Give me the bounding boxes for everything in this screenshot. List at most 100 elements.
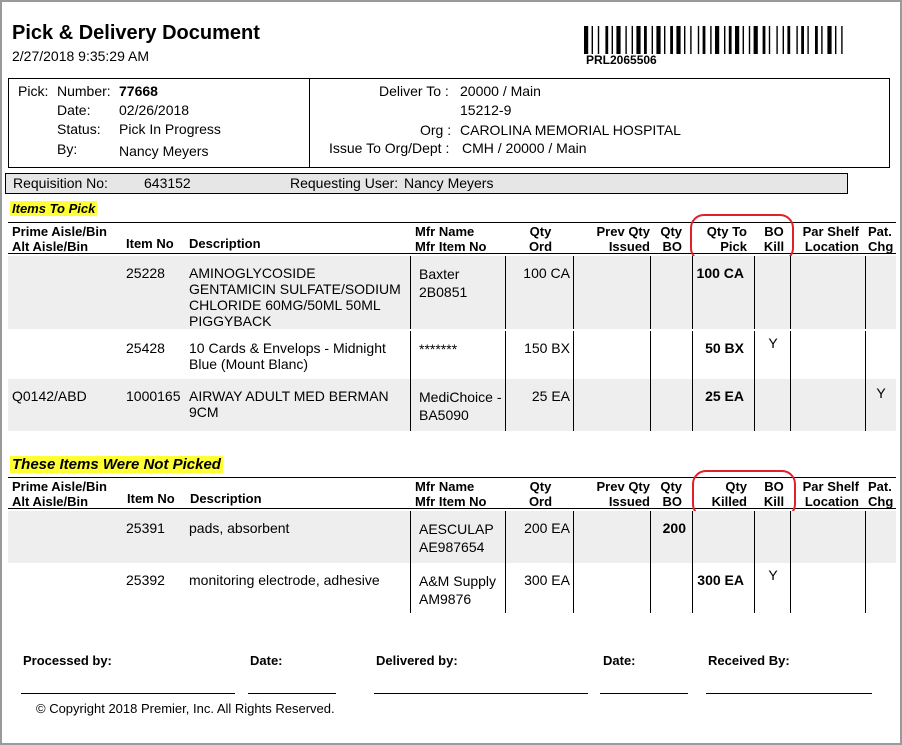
- col-description-header: Description: [189, 236, 261, 251]
- cell-qty-ord: 100 CA: [523, 265, 570, 281]
- barcode-bar: [782, 26, 784, 54]
- cell-qty: 25 EA: [705, 388, 744, 404]
- col-pat-chg-header: Pat. Chg: [868, 224, 894, 254]
- not-picked-title: These Items Were Not Picked: [10, 456, 223, 473]
- qty-to-pick-highlight-circle: [690, 214, 794, 262]
- table-row: [8, 511, 896, 563]
- cell-mfr: *******: [419, 340, 507, 358]
- processed-by-label: Processed by:: [23, 653, 112, 668]
- barcode-bar: [651, 26, 653, 54]
- cell-line: GENTAMICIN SULFATE/SODIUM: [189, 281, 401, 297]
- copyright-text: © Copyright 2018 Premier, Inc. All Right…: [36, 701, 335, 716]
- pick-status: Pick In Progress: [119, 121, 221, 137]
- column-divider: [505, 331, 506, 379]
- cell-desc: monitoring electrode, adhesive: [189, 572, 411, 588]
- barcode-image: [584, 26, 843, 54]
- deliver-to-code: 15212-9: [460, 102, 512, 118]
- cell-mfr: Baxter 2B0851: [419, 265, 507, 301]
- cell-line: AM9876: [419, 591, 472, 607]
- barcode-bar: [690, 26, 692, 54]
- barcode-bar: [821, 26, 823, 54]
- barcode-bar: [611, 26, 613, 54]
- barcode-bar: [591, 26, 593, 54]
- org-label: Org :: [420, 122, 452, 138]
- cell-qty-ord: 150 BX: [524, 340, 570, 356]
- barcode-bar: [796, 26, 798, 54]
- column-divider: [505, 563, 506, 613]
- barcode-bar: [748, 26, 751, 54]
- column-divider: [692, 331, 693, 379]
- barcode-bar: [815, 26, 818, 54]
- cell-mfr: MediChoice - BA5090: [419, 388, 507, 424]
- date-line-1: [248, 693, 336, 694]
- cell-line: Blue (Mount Blanc): [189, 356, 309, 372]
- barcode-bar: [776, 26, 778, 54]
- document-timestamp: 2/27/2018 9:35:29 AM: [12, 48, 149, 64]
- cell-bo: 200: [662, 520, 686, 536]
- pick-number: 77668: [119, 83, 158, 99]
- column-divider: [754, 511, 755, 563]
- barcode-bar: [753, 26, 758, 54]
- cell-qty-ord: 200 EA: [524, 520, 570, 536]
- number-label: Number:: [57, 83, 111, 99]
- document-title: Pick & Delivery Document: [12, 22, 260, 44]
- cell-line: *******: [419, 341, 458, 357]
- barcode-bar: [625, 26, 627, 54]
- col-qty-bo-header: Qty BO: [660, 224, 682, 254]
- delivered-by-label: Delivered by:: [376, 653, 458, 668]
- org-value: CAROLINA MEMORIAL HOSPITAL: [460, 122, 681, 138]
- barcode-bar: [742, 26, 744, 54]
- column-divider: [505, 256, 506, 329]
- requesting-user-label: Requesting User:: [290, 175, 399, 191]
- column-divider: [410, 379, 411, 431]
- column-divider: [790, 331, 791, 379]
- column-divider: [754, 379, 755, 431]
- column-divider: [790, 379, 791, 431]
- column-divider: [865, 511, 866, 563]
- cell-line: AIRWAY ADULT MED BERMAN: [189, 388, 389, 404]
- col-mfr-header: Mfr Name Mfr Item No: [415, 479, 487, 509]
- col-par-shelf-header: Par Shelf Location: [802, 224, 859, 254]
- column-divider: [865, 563, 866, 613]
- column-divider: [410, 511, 411, 563]
- table-row: [8, 379, 896, 431]
- date-label-2: Date:: [603, 653, 636, 668]
- cell-desc: AIRWAY ADULT MED BERMAN 9CM: [189, 388, 411, 420]
- date-line-2: [600, 693, 688, 694]
- column-divider: [573, 379, 574, 431]
- col-item-no-header: Item No: [126, 236, 174, 251]
- received-by-line: [706, 693, 872, 694]
- barcode-bar: [656, 26, 661, 54]
- requisition-bar: Requisition No: 643152 Requesting User: …: [5, 173, 848, 194]
- column-divider: [410, 563, 411, 613]
- column-divider: [692, 511, 693, 563]
- column-divider: [410, 256, 411, 329]
- cell-desc: pads, absorbent: [189, 520, 411, 536]
- items-to-pick-title: Items To Pick: [10, 201, 98, 216]
- column-divider: [650, 511, 651, 563]
- cell-line: PIGGYBACK: [189, 313, 272, 329]
- barcode-bar: [710, 26, 712, 54]
- barcode-bar: [664, 26, 666, 54]
- col-prev-qty-header: Prev Qty Issued: [596, 479, 650, 509]
- cell-qty: 50 BX: [705, 340, 744, 356]
- column-divider: [865, 379, 866, 431]
- cell-qty-ord: 25 EA: [531, 388, 570, 404]
- column-divider: [650, 563, 651, 613]
- cell-desc: AMINOGLYCOSIDE GENTAMICIN SULFATE/SODIUM C…: [189, 265, 411, 329]
- barcode-bar: [684, 26, 686, 54]
- cell-qty: 100 CA: [696, 265, 744, 281]
- table-row: [8, 331, 896, 379]
- barcode-bar: [631, 26, 633, 54]
- barcode-bar: [636, 26, 641, 54]
- column-divider: [650, 379, 651, 431]
- column-divider: [692, 379, 693, 431]
- date-label-1: Date:: [250, 653, 283, 668]
- issue-to-label: Issue To Org/Dept :: [329, 140, 450, 156]
- by-label: By:: [57, 141, 78, 157]
- column-divider: [410, 331, 411, 379]
- cell-line: monitoring electrode, adhesive: [189, 572, 380, 588]
- column-divider: [692, 256, 693, 329]
- barcode-bar: [584, 26, 589, 54]
- barcode-bar: [702, 26, 706, 54]
